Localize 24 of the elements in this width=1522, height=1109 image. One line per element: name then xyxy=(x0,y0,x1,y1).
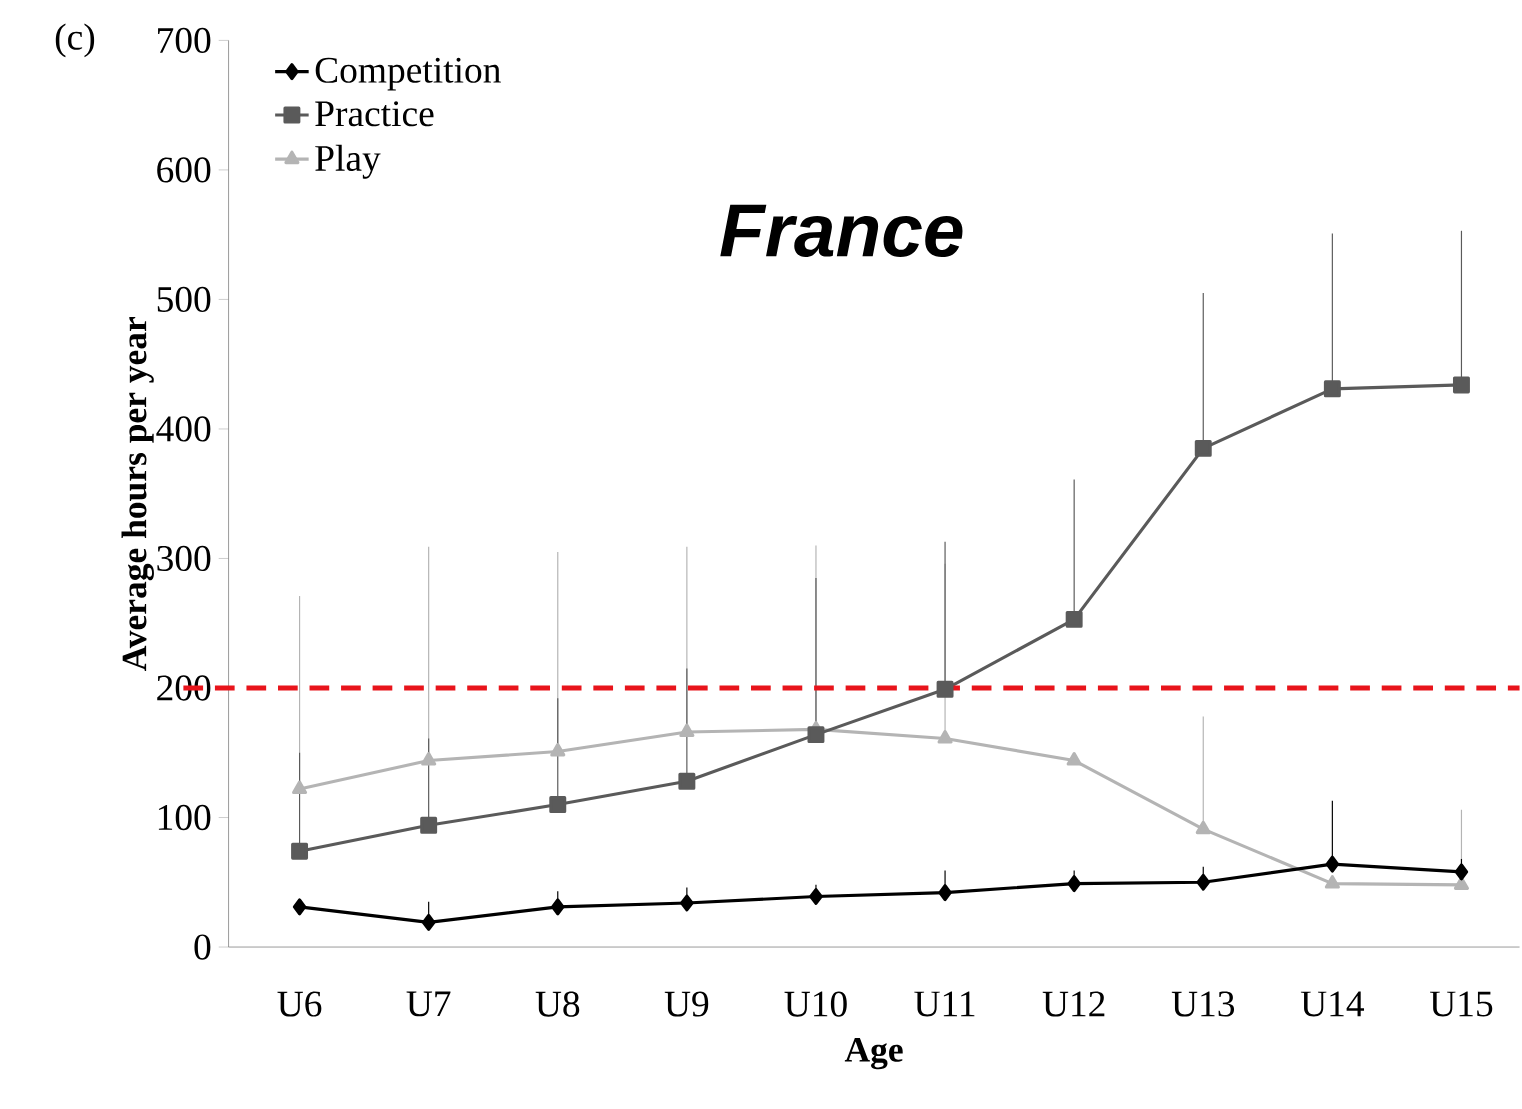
x-tick-label: U13 xyxy=(1171,991,1235,1017)
y-tick-label: 300 xyxy=(157,546,211,572)
x-tick-label: U6 xyxy=(277,991,322,1017)
x-tick-label: U9 xyxy=(664,991,709,1017)
text: (c) xyxy=(55,23,95,58)
x-tick-label: U14 xyxy=(1300,991,1365,1017)
x-axis-title: Age xyxy=(844,1038,903,1070)
text: France xyxy=(720,204,963,258)
legend-label: Competition xyxy=(315,57,501,91)
y-tick-label: 100 xyxy=(158,805,211,831)
y-tick-label: 700 xyxy=(158,27,211,54)
legend-label: Play xyxy=(315,144,381,179)
y-tick-label: 400 xyxy=(156,416,211,442)
x-tick-label: U8 xyxy=(535,991,580,1017)
x-tick-label: U10 xyxy=(784,991,847,1017)
legend-label: Practice xyxy=(315,101,434,127)
y-tick-label: 500 xyxy=(157,286,211,313)
x-tick-label: U15 xyxy=(1430,991,1493,1017)
y-axis-title: Average hours per year xyxy=(121,317,154,672)
y-tick-label: 600 xyxy=(157,157,211,183)
y-tick-label: 0 xyxy=(194,934,211,960)
x-tick-label: U11 xyxy=(914,991,975,1017)
x-tick-label: U12 xyxy=(1042,991,1105,1017)
x-tick-label: U7 xyxy=(406,991,451,1017)
